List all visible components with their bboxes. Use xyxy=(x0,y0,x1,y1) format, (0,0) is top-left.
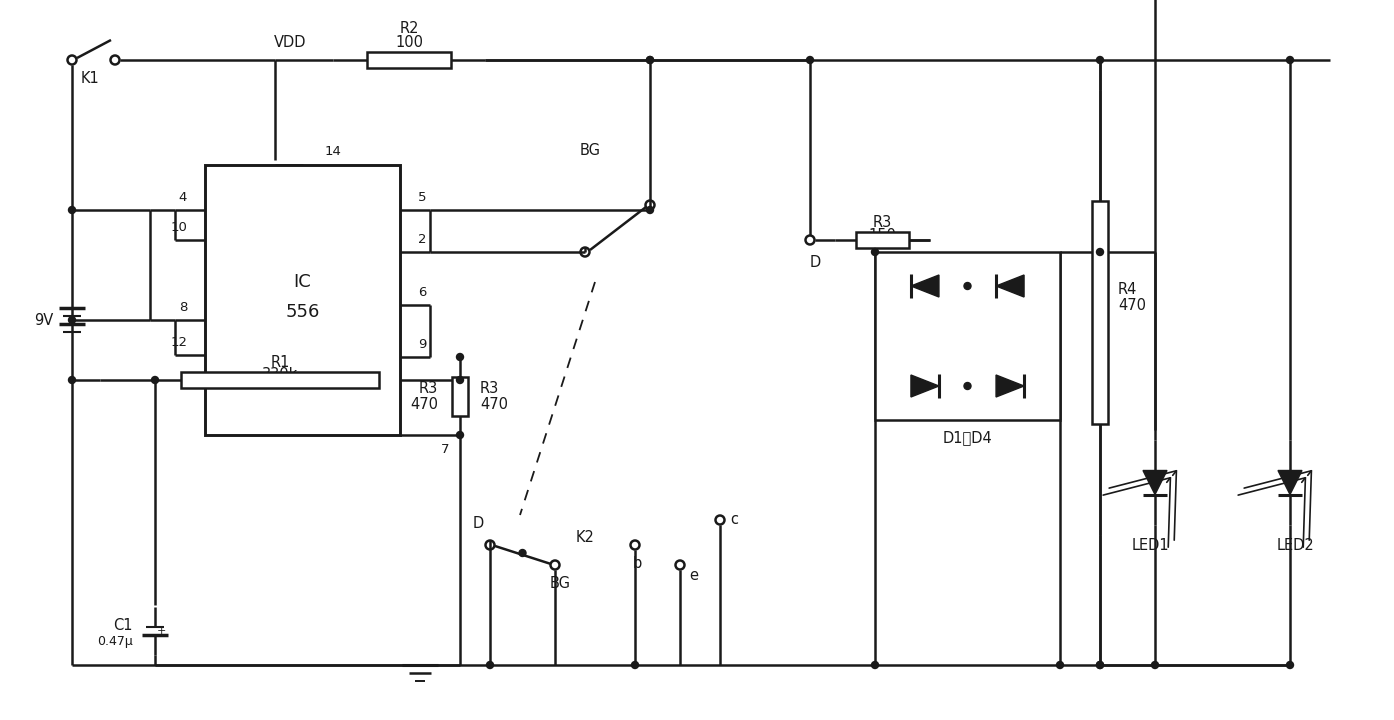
Circle shape xyxy=(68,377,75,384)
Bar xyxy=(205,165,400,435)
Text: IC: IC xyxy=(294,273,311,291)
Text: 6: 6 xyxy=(418,286,427,299)
Text: D1～D4: D1～D4 xyxy=(942,431,993,446)
Text: 2: 2 xyxy=(418,233,427,246)
Circle shape xyxy=(1287,662,1294,668)
Circle shape xyxy=(68,207,75,214)
Polygon shape xyxy=(997,275,1025,297)
Text: 12: 12 xyxy=(170,336,188,348)
Circle shape xyxy=(519,549,526,557)
Circle shape xyxy=(871,248,878,256)
Bar xyxy=(181,372,379,388)
Circle shape xyxy=(487,662,493,668)
Circle shape xyxy=(456,431,463,438)
Circle shape xyxy=(647,56,654,63)
Text: R3: R3 xyxy=(418,380,438,395)
Polygon shape xyxy=(1143,470,1167,495)
Text: b: b xyxy=(633,556,641,570)
Circle shape xyxy=(1097,56,1104,63)
Text: LED2: LED2 xyxy=(1276,538,1315,552)
Circle shape xyxy=(1151,662,1158,668)
Bar xyxy=(367,52,450,68)
Text: 0.47μ: 0.47μ xyxy=(98,634,132,647)
Text: R2: R2 xyxy=(399,20,418,35)
Circle shape xyxy=(456,377,463,384)
Circle shape xyxy=(68,317,75,323)
Circle shape xyxy=(1097,662,1104,668)
Bar xyxy=(856,232,909,248)
Bar xyxy=(875,252,1059,420)
Text: C1: C1 xyxy=(113,618,132,634)
Text: 556: 556 xyxy=(286,303,319,321)
Text: R3: R3 xyxy=(873,215,892,230)
Text: 470: 470 xyxy=(410,397,438,412)
Text: +: + xyxy=(156,626,166,636)
Circle shape xyxy=(1097,248,1104,256)
Text: D: D xyxy=(473,516,484,531)
Circle shape xyxy=(871,662,878,668)
Circle shape xyxy=(647,56,654,63)
Circle shape xyxy=(647,207,654,214)
Text: R4: R4 xyxy=(1118,282,1138,297)
Circle shape xyxy=(807,56,814,63)
Text: 9: 9 xyxy=(418,338,427,351)
Text: R3: R3 xyxy=(480,380,499,395)
Polygon shape xyxy=(997,375,1025,397)
Text: 14: 14 xyxy=(323,145,342,158)
Text: 100: 100 xyxy=(395,35,422,50)
Text: 4: 4 xyxy=(178,191,187,204)
Text: K2: K2 xyxy=(576,529,594,544)
Text: 150: 150 xyxy=(868,228,896,243)
Circle shape xyxy=(965,282,972,289)
Text: e: e xyxy=(690,567,698,582)
Text: VDD: VDD xyxy=(273,35,307,50)
Circle shape xyxy=(1287,56,1294,63)
Text: 7: 7 xyxy=(441,443,449,456)
Text: LED1: LED1 xyxy=(1131,538,1168,552)
Text: 470: 470 xyxy=(480,397,507,412)
Text: 5: 5 xyxy=(418,191,427,204)
Text: R1: R1 xyxy=(270,354,290,369)
Circle shape xyxy=(456,354,463,361)
Text: c: c xyxy=(730,513,737,528)
Text: D: D xyxy=(810,254,821,269)
Text: 8: 8 xyxy=(178,300,187,313)
Bar xyxy=(1092,202,1108,424)
Bar xyxy=(452,377,468,415)
Text: 470: 470 xyxy=(1118,298,1146,313)
Circle shape xyxy=(1057,662,1064,668)
Text: 330k: 330k xyxy=(262,366,298,382)
Text: BG: BG xyxy=(580,143,601,158)
Text: 9V: 9V xyxy=(35,312,53,328)
Circle shape xyxy=(631,662,638,668)
Text: K1: K1 xyxy=(81,71,99,86)
Text: BG: BG xyxy=(549,575,570,590)
Polygon shape xyxy=(910,275,940,297)
Text: 10: 10 xyxy=(170,220,187,233)
Polygon shape xyxy=(1278,470,1302,495)
Polygon shape xyxy=(910,375,940,397)
Circle shape xyxy=(965,382,972,390)
Circle shape xyxy=(152,377,159,384)
Circle shape xyxy=(1097,662,1104,668)
